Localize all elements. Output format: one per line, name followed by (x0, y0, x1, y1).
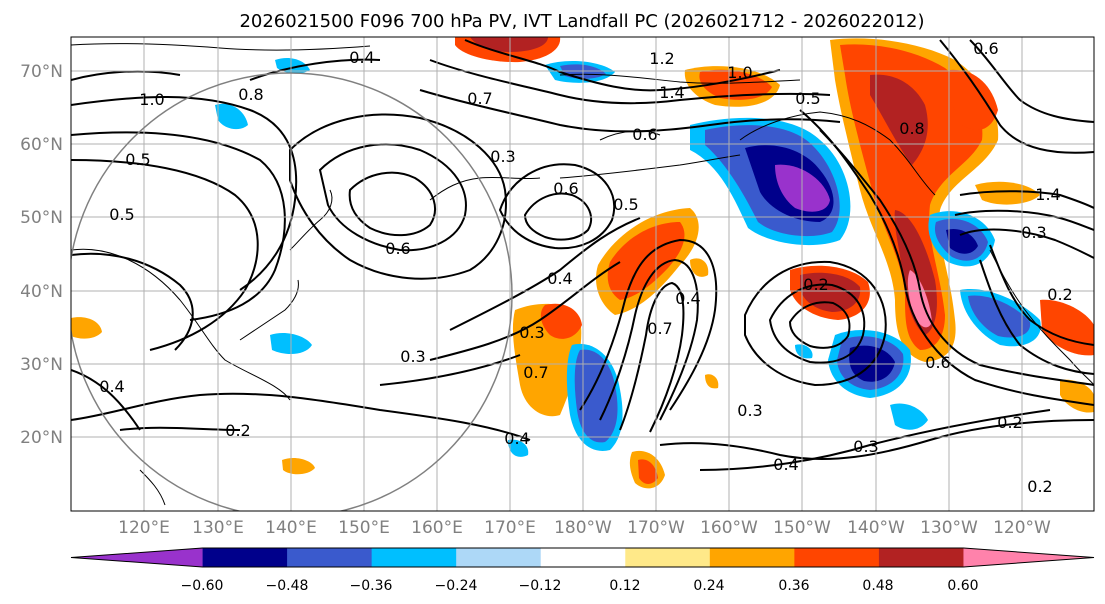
colorbar-cell (371, 548, 457, 567)
lon-label: 140°E (265, 518, 317, 538)
lon-label: 130°E (192, 518, 244, 538)
lon-label: 150°W (773, 518, 831, 538)
lat-label: 30°N (20, 355, 63, 375)
contour-label: 0.8 (238, 85, 263, 104)
contour-label: 0.2 (225, 421, 250, 440)
coastlines (71, 43, 1094, 506)
contour-label: 0.8 (899, 119, 924, 138)
lon-label: 160°E (411, 518, 463, 538)
contour-label: 0.4 (349, 48, 374, 67)
contour-label: 0.3 (400, 347, 425, 366)
pv-contours (71, 39, 1094, 471)
lon-label: 150°E (338, 518, 390, 538)
latitude-labels: 70°N 60°N 50°N 40°N 30°N 20°N (20, 62, 63, 448)
colorbar-cell (540, 548, 626, 567)
contour-label: 0.3 (490, 147, 515, 166)
contour-label: 1.0 (139, 90, 164, 109)
contour-label: 0.5 (613, 195, 638, 214)
colorbar-tick-label: −0.12 (519, 578, 562, 594)
lon-label: 160°W (700, 518, 758, 538)
colorbar: −0.60 −0.48 −0.36 −0.24 −0.12 0.12 0.24 … (70, 547, 1095, 594)
colorbar-tick-label: 0.60 (947, 578, 978, 594)
contour-label: 0.2 (997, 413, 1022, 432)
colorbar-tick-label: −0.36 (350, 578, 393, 594)
contour-label: 0.3 (737, 401, 762, 420)
contour-label: 0.2 (1047, 285, 1072, 304)
colorbar-cell (709, 548, 795, 567)
lat-label: 50°N (20, 208, 63, 228)
contour-label: 1.2 (649, 49, 674, 68)
contour-label: 1.4 (1035, 185, 1060, 204)
lat-label: 40°N (20, 282, 63, 302)
lon-label: 170°E (484, 518, 536, 538)
landfall-radius-circle (71, 72, 513, 511)
contour-label: 0.7 (523, 363, 548, 382)
colorbar-cell (794, 548, 880, 567)
contour-label: 0.5 (125, 150, 150, 169)
figure-title: 2026021500 F096 700 hPa PV, IVT Landfall… (239, 11, 924, 32)
contour-label: 0.4 (547, 269, 572, 288)
contour-labels: 1.2 1.4 1.0 0.8 0.6 0.5 0.4 0.3 0.2 0.7 … (99, 39, 1072, 496)
contour-label: 0.4 (773, 455, 798, 474)
contour-label: 0.4 (504, 429, 529, 448)
lon-label: 130°W (920, 518, 978, 538)
colorbar-tick-label: 0.24 (693, 578, 724, 594)
contour-label: 1.4 (659, 83, 684, 102)
contour-label: 0.2 (803, 275, 828, 294)
contour-label: 0.5 (109, 205, 134, 224)
lat-label: 60°N (20, 135, 63, 155)
colorbar-tick-label: −0.48 (266, 578, 309, 594)
colorbar-cell (287, 548, 373, 567)
contour-label: 0.6 (385, 239, 410, 258)
colorbar-tick-label: −0.24 (435, 578, 478, 594)
colorbar-cell (963, 548, 1094, 567)
map-frame (70, 36, 1095, 512)
colorbar-tick-label: 0.48 (862, 578, 893, 594)
colorbar-cell (456, 548, 542, 567)
colorbar-tick-label: 0.12 (609, 578, 640, 594)
lat-label: 70°N (20, 62, 63, 82)
colorbar-cell (71, 548, 203, 567)
colorbar-tick-label: 0.36 (778, 578, 809, 594)
contour-label: 0.4 (99, 377, 124, 396)
longitude-labels: 120°E 130°E 140°E 150°E 160°E 170°E 180°… (118, 518, 1051, 538)
colorbar-cell (202, 548, 288, 567)
contour-label: 0.2 (1027, 477, 1052, 496)
contour-label: 0.6 (973, 39, 998, 58)
contour-label: 0.3 (1021, 223, 1046, 242)
lon-label: 120°E (118, 518, 170, 538)
lon-label: 140°W (847, 518, 905, 538)
lon-label: 170°W (627, 518, 685, 538)
lat-label: 20°N (20, 428, 63, 448)
contour-label: 0.5 (795, 89, 820, 108)
colorbar-outline (70, 547, 1095, 568)
contour-label: 0.6 (632, 125, 657, 144)
contour-label: 0.3 (853, 437, 878, 456)
contour-label: 0.6 (553, 179, 578, 198)
colorbar-tick-label: −0.60 (181, 578, 224, 594)
contour-label: 0.7 (467, 89, 492, 108)
contour-label: 0.3 (519, 323, 544, 342)
map-panel: 1.2 1.4 1.0 0.8 0.6 0.5 0.4 0.3 0.2 0.7 … (71, 37, 1094, 511)
contour-label: 1.0 (727, 63, 752, 82)
colorbar-tick-labels: −0.60 −0.48 −0.36 −0.24 −0.12 0.12 0.24 … (181, 578, 979, 594)
lon-label: 180°W (554, 518, 612, 538)
contour-label: 0.7 (647, 319, 672, 338)
contour-label: 0.6 (925, 353, 950, 372)
lon-label: 120°W (993, 518, 1051, 538)
gridlines (71, 37, 1094, 511)
contour-label: 0.4 (675, 289, 700, 308)
colorbar-cell (625, 548, 711, 567)
colorbar-cell (878, 548, 964, 567)
